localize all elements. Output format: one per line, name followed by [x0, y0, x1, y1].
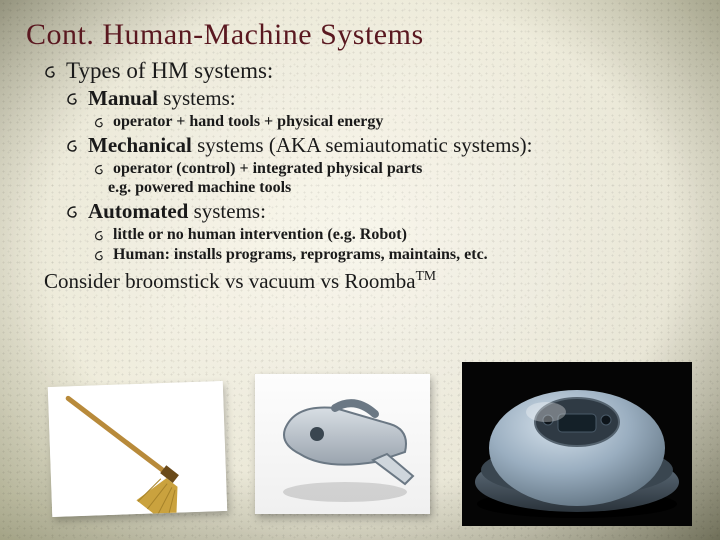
manual-head: Manual systems:	[88, 86, 236, 111]
auto-rest: systems:	[188, 199, 266, 223]
bullet-automated: Automated systems:	[26, 199, 694, 224]
swirl-icon	[66, 139, 82, 153]
swirl-icon	[66, 205, 82, 219]
swirl-icon	[44, 65, 60, 79]
trademark: TM	[416, 268, 436, 283]
swirl-icon	[94, 250, 107, 261]
swirl-icon	[94, 230, 107, 241]
mech-bold: Mechanical	[88, 133, 192, 157]
mech-head: Mechanical systems (AKA semiautomatic sy…	[88, 133, 532, 158]
bullet-types: Types of HM systems:	[26, 58, 694, 84]
auto-head: Automated systems:	[88, 199, 266, 224]
bullet-auto-sub1: little or no human intervention (e.g. Ro…	[26, 226, 694, 244]
bullet-manual-sub: operator + hand tools + physical energy	[26, 113, 694, 131]
bullet-manual: Manual systems:	[26, 86, 694, 111]
bullet-auto-sub2: Human: installs programs, reprograms, ma…	[26, 246, 694, 264]
image-broomstick	[48, 381, 227, 517]
bullet-mechanical: Mechanical systems (AKA semiautomatic sy…	[26, 133, 694, 158]
slide-content: Cont. Human-Machine Systems Types of HM …	[0, 0, 720, 294]
image-row	[0, 362, 720, 532]
types-text: Types of HM systems:	[66, 58, 273, 84]
image-robot-vacuum	[462, 362, 692, 526]
slide-title: Cont. Human-Machine Systems	[26, 18, 694, 52]
swirl-icon	[66, 92, 82, 106]
mech-sub1: operator (control) + integrated physical…	[113, 160, 422, 178]
bullet-mech-sub1: operator (control) + integrated physical…	[26, 160, 694, 178]
swirl-icon	[94, 164, 107, 175]
manual-bold: Manual	[88, 86, 158, 110]
auto-sub1: little or no human intervention (e.g. Ro…	[113, 226, 407, 244]
manual-rest: systems:	[158, 86, 236, 110]
closing-text: Consider broomstick vs vacuum vs Roomba	[44, 269, 416, 293]
swirl-icon	[94, 117, 107, 128]
image-handheld-vacuum	[255, 374, 430, 514]
mech-sub2: e.g. powered machine tools	[26, 179, 694, 197]
auto-bold: Automated	[88, 199, 188, 223]
closing-line: Consider broomstick vs vacuum vs RoombaT…	[26, 268, 694, 294]
auto-sub2: Human: installs programs, reprograms, ma…	[113, 246, 488, 264]
manual-sub1: operator + hand tools + physical energy	[113, 113, 383, 131]
mech-rest: systems (AKA semiautomatic systems):	[192, 133, 533, 157]
